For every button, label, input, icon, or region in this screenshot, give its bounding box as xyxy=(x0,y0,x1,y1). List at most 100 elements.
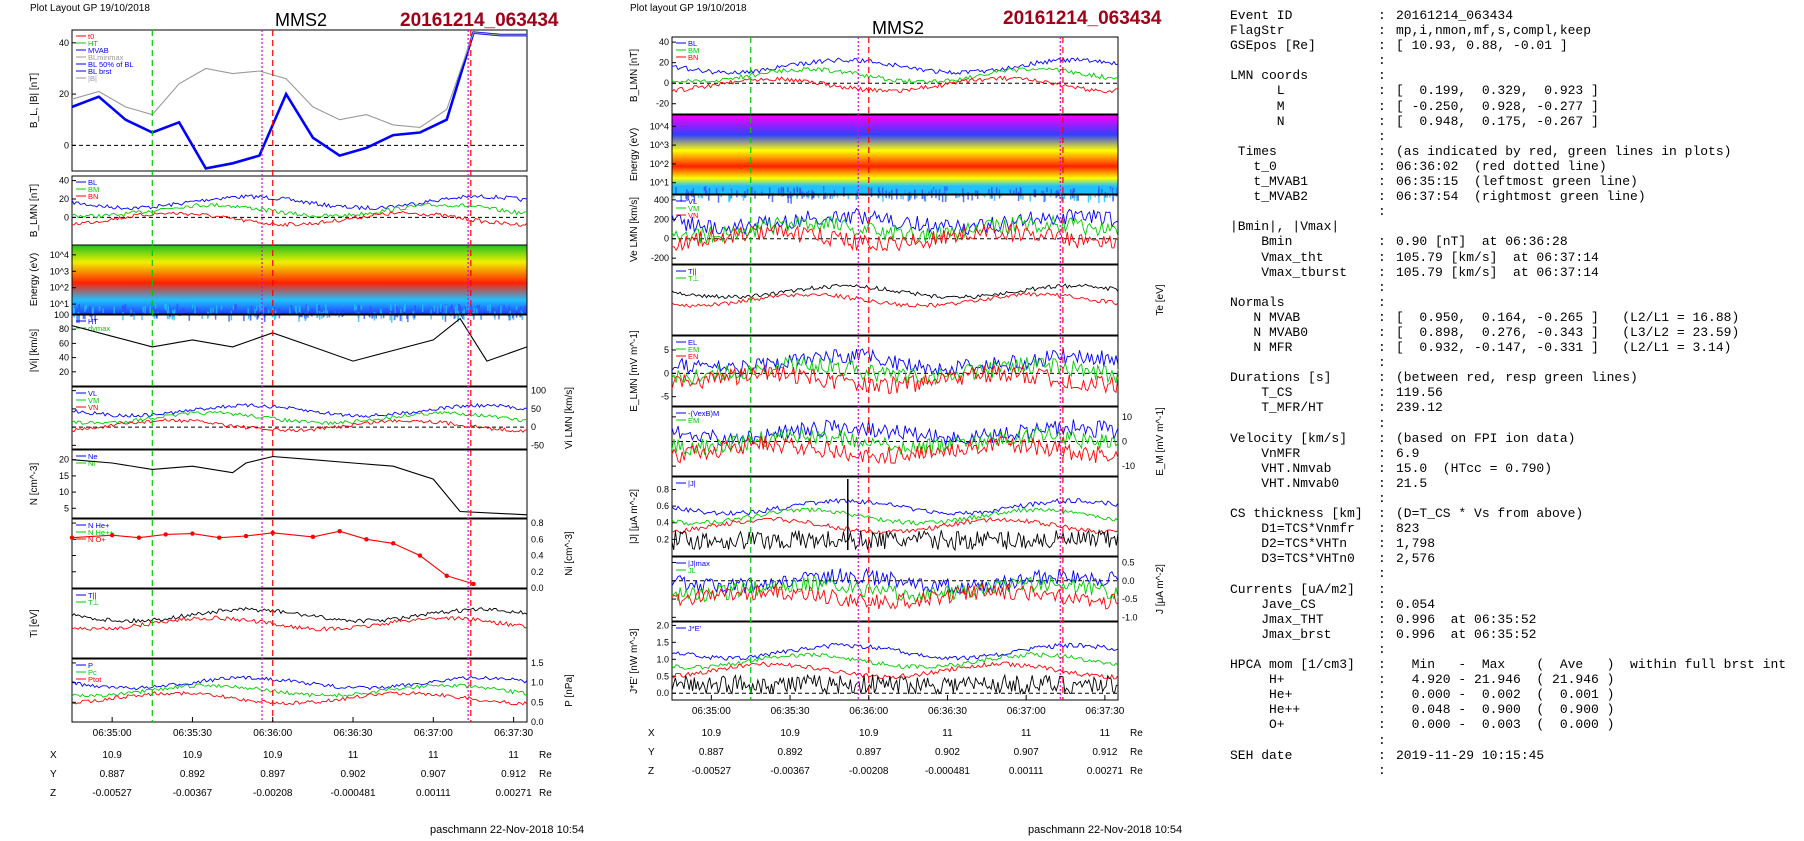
trace-em xyxy=(671,419,1119,447)
info-row: D3=TCS*VHTn0:2,576 xyxy=(1222,551,1797,566)
trace-te xyxy=(671,283,1119,300)
info-sep: : xyxy=(1378,38,1386,54)
info-val: 6.9 xyxy=(1396,445,1420,461)
info-key xyxy=(1222,733,1378,748)
info-key: T_MFR/HT xyxy=(1230,400,1324,416)
trace-te xyxy=(671,291,1119,308)
pos-row-label: Z xyxy=(50,788,56,799)
ytick-ion_spec: 10^3 xyxy=(50,266,69,276)
info-val: (as indicated by red, green lines in plo… xyxy=(1396,143,1732,159)
pos-value: -0.00527 xyxy=(92,788,132,799)
info-val: 0.90 [nT] at 06:36:28 xyxy=(1396,234,1568,250)
trace-blmn xyxy=(71,194,528,211)
legend-label-blmn: BL xyxy=(88,178,97,187)
info-key xyxy=(1222,129,1378,144)
ytick-em: -10 xyxy=(1122,461,1135,471)
ytick-ve: -200 xyxy=(651,253,669,263)
panel-ni: Ni [cm^-3] 0.0 0.2 0.4 0.6 0.8 N He+N He++N O+ xyxy=(69,518,575,593)
legend-label-bl: HT xyxy=(88,39,98,48)
trace-vlmn xyxy=(71,410,528,426)
info-val: 06:37:54 (rightmost green line) xyxy=(1396,189,1646,205)
legend-label-bl: |B| xyxy=(88,74,97,83)
ylabel-blmn: B_LMN [nT] xyxy=(29,184,40,238)
info-sep: : xyxy=(1378,702,1386,718)
ytick-n: 20 xyxy=(59,455,69,465)
spectrogram-ion_spec xyxy=(72,245,527,314)
info-key xyxy=(1222,566,1378,581)
series-vi xyxy=(71,317,528,362)
info-row: Bmin:0.90 [nT] at 06:36:28 xyxy=(1222,234,1797,249)
info-val xyxy=(1396,53,1797,68)
pos-value: 0.887 xyxy=(699,747,724,758)
info-val: 0.996 at 06:35:52 xyxy=(1396,611,1537,627)
ytick-je: 2.0 xyxy=(656,620,669,630)
panel-ti: Ti [eV] T||T⊥ xyxy=(29,588,528,659)
info-row: Jmax_brst:0.996 at 06:35:52 xyxy=(1222,627,1797,642)
pos-unit: Re xyxy=(539,788,552,799)
ytick-ion_spec: 10^2 xyxy=(50,283,69,293)
info-key: FlagStr xyxy=(1230,23,1285,39)
point-he-pp xyxy=(471,581,476,587)
info-key: Jmax_THT xyxy=(1230,611,1324,627)
ytick-jmag: 0.4 xyxy=(656,518,669,528)
info-row: : xyxy=(1222,491,1797,506)
ytick-ion_spec: 10^4 xyxy=(50,250,69,260)
ytick-blmn: 20 xyxy=(59,194,69,204)
pos-value: 0.892 xyxy=(778,747,803,758)
pos-value: -0.00367 xyxy=(173,788,213,799)
ytick-jmag: 0.8 xyxy=(656,484,669,494)
legend-label-vlmn: VL xyxy=(88,389,97,398)
panel-jmag: |J| [μA m^-2] 0.2 0.4 0.6 0.8 |J| xyxy=(629,476,1119,557)
info-key: t_0 xyxy=(1230,158,1277,174)
time-tick-label: 06:35:30 xyxy=(771,706,810,717)
panel-frame-ion_spec xyxy=(71,244,528,315)
trace-ti xyxy=(71,607,528,624)
trace-jlmn xyxy=(671,583,1119,610)
ytick-vi: 20 xyxy=(59,367,69,377)
middle-figure: Plot layout GP 19/10/2018 MMS2 20161214_… xyxy=(629,3,1182,836)
info-row: : xyxy=(1222,204,1797,219)
panel-frame-vi xyxy=(71,314,528,387)
info-key: D3=TCS*VHTn0 xyxy=(1230,551,1355,567)
info-sep: : xyxy=(1378,249,1386,265)
pos-value: 0.00271 xyxy=(1087,766,1124,777)
ytick-jlmn: 0.5 xyxy=(1122,557,1135,567)
pos-value: 10.9 xyxy=(263,750,283,761)
info-val: 105.79 [km/s] at 06:37:14 xyxy=(1396,264,1599,280)
info-row: : xyxy=(1222,763,1797,778)
info-val: 0.000 - 0.003 ( 0.000 ) xyxy=(1396,717,1615,733)
info-sep: : xyxy=(1378,506,1386,522)
info-key: N xyxy=(1230,113,1285,129)
info-row: D1=TCS*Vnmfr:823 xyxy=(1222,521,1797,536)
series-bl xyxy=(71,31,527,170)
trace-ve xyxy=(671,214,1119,245)
pos-value: 0.887 xyxy=(100,769,125,780)
ytick-bl: 20 xyxy=(59,89,69,99)
pos-unit: Re xyxy=(1130,766,1143,777)
info-row: Normals: xyxy=(1222,295,1797,310)
legend-label-ve: VL xyxy=(688,197,697,206)
pos-unit: Re xyxy=(1130,728,1143,739)
info-key: HPCA mom [1/cm3] xyxy=(1230,657,1355,673)
info-key: Normals xyxy=(1230,294,1285,310)
legend-label-p: Pc xyxy=(88,668,97,677)
ytick-p: 1.5 xyxy=(531,658,544,668)
series-n xyxy=(71,455,528,516)
legend-label-blmn2: BL xyxy=(688,39,697,48)
pos-row-label: X xyxy=(50,750,57,761)
info-row: : xyxy=(1222,642,1797,657)
info-val xyxy=(1396,416,1797,431)
ytick-ve: 0 xyxy=(664,234,669,244)
ytick-ve: 200 xyxy=(654,214,669,224)
info-val: Min - Max ( Ave ) within full brst int xyxy=(1396,657,1787,673)
info-row: Velocity [km/s]: (based on FPI ion data) xyxy=(1222,431,1797,446)
trace-vlmn xyxy=(71,418,528,433)
info-key: GSEpos [Re] xyxy=(1230,38,1316,54)
ytick-n: 10 xyxy=(59,487,69,497)
info-row: Durations [s]: (between red, resp green l… xyxy=(1222,370,1797,385)
info-key: SEH date xyxy=(1230,747,1293,763)
panel-frame-n xyxy=(71,449,528,519)
info-row: |Bmin|, |Vmax| xyxy=(1222,219,1797,234)
